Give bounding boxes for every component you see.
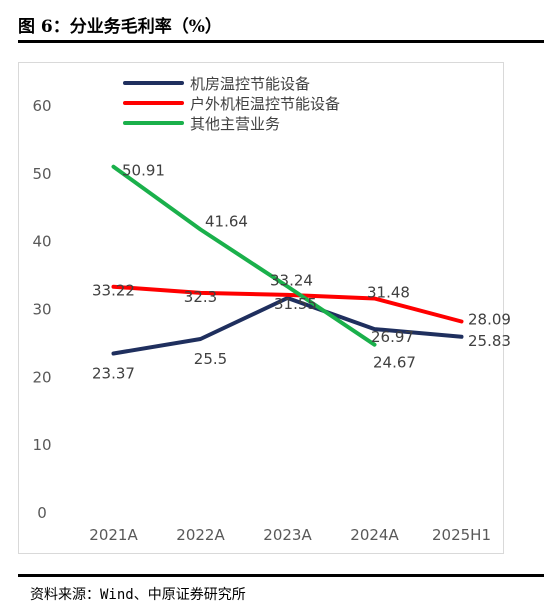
y-tick-label: 0: [37, 504, 47, 522]
data-label: 24.67: [373, 354, 416, 372]
chart-frame: [18, 62, 504, 554]
series-lines: [111, 164, 464, 356]
y-tick-label: 30: [32, 301, 51, 319]
x-tick-label: 2024A: [350, 526, 399, 544]
data-label: 23.37: [92, 364, 135, 382]
data-label: 25.83: [468, 332, 511, 350]
data-label: 31.48: [367, 283, 410, 301]
data-label: 31.55: [274, 295, 317, 313]
x-axis: 2021A 2022A 2023A 2024A 2025H1: [89, 526, 491, 544]
data-label: 32.3: [184, 288, 217, 306]
x-tick-label: 2022A: [176, 526, 225, 544]
bottom-rule: [18, 574, 544, 577]
series-line: [111, 284, 464, 324]
legend-label: 机房温控节能设备: [190, 75, 310, 93]
y-tick-label: 50: [32, 165, 51, 183]
x-tick-label: 2023A: [263, 526, 312, 544]
data-label: 33.24: [270, 272, 313, 290]
y-tick-label: 60: [32, 97, 51, 115]
legend-label: 户外机柜温控节能设备: [190, 95, 340, 113]
y-tick-label: 20: [32, 368, 51, 386]
x-tick-label: 2025H1: [432, 526, 491, 544]
data-labels: 23.37 25.5 31.55 26.97 25.83 33.22 32.3 31.48 28…: [92, 162, 511, 383]
data-label: 33.22: [92, 282, 135, 300]
y-tick-label: 40: [32, 233, 51, 251]
data-label: 25.5: [194, 350, 227, 368]
legend-label: 其他主营业务: [190, 115, 280, 133]
x-tick-label: 2021A: [89, 526, 138, 544]
top-rule: [18, 40, 544, 43]
data-label: 26.97: [371, 328, 414, 346]
source-note: 资料来源：Wind、中原证券研究所: [30, 587, 246, 603]
figure-header: 图 6：分业务毛利率（%）: [0, 0, 552, 37]
data-label: 28.09: [468, 310, 511, 328]
y-axis: 0 10 20 30 40 50 60: [32, 97, 51, 522]
data-label: 41.64: [205, 213, 248, 231]
figure-title: 图 6：分业务毛利率（%）: [18, 17, 222, 37]
series-line: [111, 164, 377, 347]
series-line: [111, 296, 464, 356]
data-label: 50.91: [122, 162, 165, 180]
y-tick-label: 10: [32, 436, 51, 454]
